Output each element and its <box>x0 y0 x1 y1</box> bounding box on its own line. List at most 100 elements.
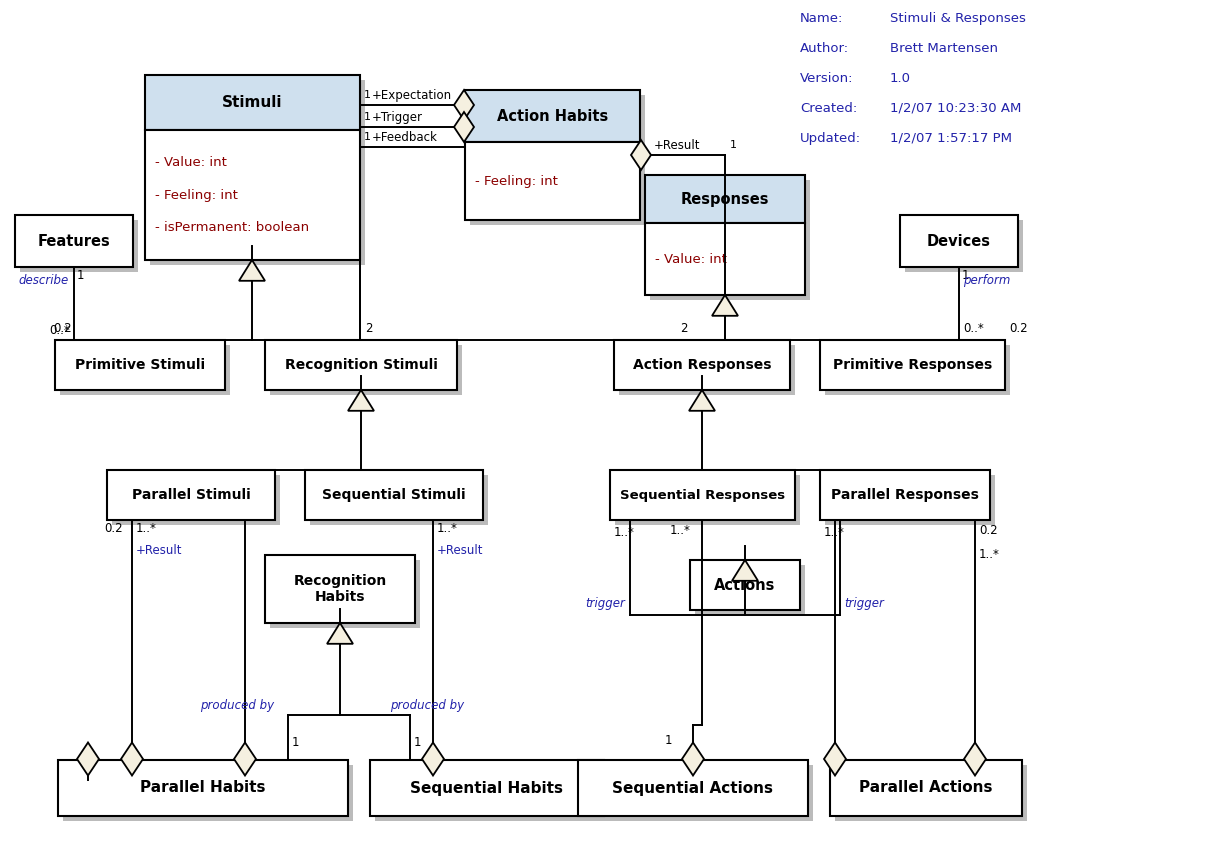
FancyBboxPatch shape <box>825 345 1010 395</box>
Text: 1: 1 <box>364 132 371 142</box>
Text: Stimuli & Responses: Stimuli & Responses <box>890 12 1026 25</box>
Text: Sequential Responses: Sequential Responses <box>620 488 785 502</box>
FancyBboxPatch shape <box>615 475 800 525</box>
Text: 0..*: 0..* <box>964 322 984 335</box>
Text: +Result: +Result <box>654 138 700 151</box>
Text: Sequential Stimuli: Sequential Stimuli <box>322 488 465 502</box>
FancyBboxPatch shape <box>270 560 420 628</box>
Text: 1: 1 <box>364 90 371 100</box>
FancyBboxPatch shape <box>375 765 609 821</box>
Text: trigger: trigger <box>844 597 884 610</box>
FancyBboxPatch shape <box>614 340 789 390</box>
FancyBboxPatch shape <box>265 340 457 390</box>
Text: Action Habits: Action Habits <box>497 109 608 123</box>
FancyBboxPatch shape <box>831 760 1022 816</box>
Text: produced by: produced by <box>199 699 274 711</box>
Polygon shape <box>712 295 737 316</box>
FancyBboxPatch shape <box>108 470 274 520</box>
FancyBboxPatch shape <box>310 475 488 525</box>
FancyBboxPatch shape <box>583 765 812 821</box>
FancyBboxPatch shape <box>619 345 796 395</box>
Text: +Feedback: +Feedback <box>372 131 438 143</box>
FancyBboxPatch shape <box>21 220 138 272</box>
Polygon shape <box>731 560 758 581</box>
Text: Parallel Actions: Parallel Actions <box>860 780 993 796</box>
Text: 1..*: 1..* <box>436 521 458 535</box>
FancyBboxPatch shape <box>145 75 360 130</box>
FancyBboxPatch shape <box>465 90 640 142</box>
FancyBboxPatch shape <box>644 223 805 295</box>
FancyBboxPatch shape <box>470 95 644 225</box>
FancyBboxPatch shape <box>270 345 462 395</box>
Text: - Feeling: int: - Feeling: int <box>475 175 557 188</box>
FancyBboxPatch shape <box>150 80 365 265</box>
Polygon shape <box>348 390 374 411</box>
Text: Parallel Habits: Parallel Habits <box>140 780 266 796</box>
Text: Devices: Devices <box>927 233 991 249</box>
Polygon shape <box>77 743 99 775</box>
Text: 0.2: 0.2 <box>979 524 997 537</box>
Text: Name:: Name: <box>800 12 844 25</box>
Text: Actions: Actions <box>715 577 776 593</box>
Text: 1..*: 1..* <box>979 548 1000 561</box>
Polygon shape <box>422 743 444 775</box>
Text: Parallel Stimuli: Parallel Stimuli <box>132 488 250 502</box>
Text: - isPermanent: boolean: - isPermanent: boolean <box>155 221 310 234</box>
Text: - Value: int: - Value: int <box>155 156 227 169</box>
Text: Sequential Habits: Sequential Habits <box>411 780 563 796</box>
Text: Recognition
Habits: Recognition Habits <box>294 574 387 604</box>
Text: Primitive Stimuli: Primitive Stimuli <box>75 358 206 372</box>
Text: Author:: Author: <box>800 42 849 54</box>
Text: +Result: +Result <box>436 543 484 556</box>
Text: 1: 1 <box>364 112 371 122</box>
FancyBboxPatch shape <box>825 475 995 525</box>
Text: 1/2/07 10:23:30 AM: 1/2/07 10:23:30 AM <box>890 102 1022 115</box>
FancyBboxPatch shape <box>54 340 225 390</box>
Text: 0.2: 0.2 <box>104 521 122 535</box>
FancyBboxPatch shape <box>60 345 230 395</box>
Polygon shape <box>235 743 256 775</box>
Text: 0.2: 0.2 <box>53 322 71 335</box>
FancyBboxPatch shape <box>835 765 1026 821</box>
Polygon shape <box>326 623 353 644</box>
Text: +Trigger: +Trigger <box>372 110 423 123</box>
FancyBboxPatch shape <box>145 130 360 260</box>
FancyBboxPatch shape <box>690 560 800 610</box>
Text: describe: describe <box>19 273 69 286</box>
Text: 1: 1 <box>730 140 737 150</box>
FancyBboxPatch shape <box>899 215 1018 267</box>
Text: produced by: produced by <box>391 699 464 711</box>
Text: Features: Features <box>37 233 110 249</box>
Text: 2: 2 <box>679 322 688 335</box>
FancyBboxPatch shape <box>465 142 640 220</box>
Text: 2: 2 <box>365 322 372 335</box>
Text: 1..*: 1..* <box>825 526 845 538</box>
Text: 1: 1 <box>413 735 422 749</box>
Text: Version:: Version: <box>800 71 854 85</box>
Text: Action Responses: Action Responses <box>632 358 771 372</box>
Polygon shape <box>455 112 474 142</box>
Text: Updated:: Updated: <box>800 132 861 144</box>
FancyBboxPatch shape <box>265 555 415 623</box>
FancyBboxPatch shape <box>611 470 796 520</box>
FancyBboxPatch shape <box>63 765 353 821</box>
Polygon shape <box>689 390 715 411</box>
Text: 0.2: 0.2 <box>1010 322 1028 335</box>
Text: Parallel Responses: Parallel Responses <box>831 488 979 502</box>
Text: 1..*: 1..* <box>135 521 157 535</box>
FancyBboxPatch shape <box>644 175 805 223</box>
Text: Sequential Actions: Sequential Actions <box>613 780 774 796</box>
Text: 1/2/07 1:57:17 PM: 1/2/07 1:57:17 PM <box>890 132 1012 144</box>
Text: Recognition Stimuli: Recognition Stimuli <box>284 358 438 372</box>
FancyBboxPatch shape <box>305 470 484 520</box>
Text: Created:: Created: <box>800 102 857 115</box>
Text: +Result: +Result <box>135 543 183 556</box>
FancyBboxPatch shape <box>820 340 1005 390</box>
FancyBboxPatch shape <box>370 760 604 816</box>
Text: 0..*: 0..* <box>50 323 70 336</box>
Text: Primitive Responses: Primitive Responses <box>833 358 993 372</box>
Text: 1: 1 <box>962 268 970 282</box>
FancyBboxPatch shape <box>58 760 348 816</box>
Text: - Feeling: int: - Feeling: int <box>155 188 238 201</box>
Text: - Value: int: - Value: int <box>655 252 727 266</box>
